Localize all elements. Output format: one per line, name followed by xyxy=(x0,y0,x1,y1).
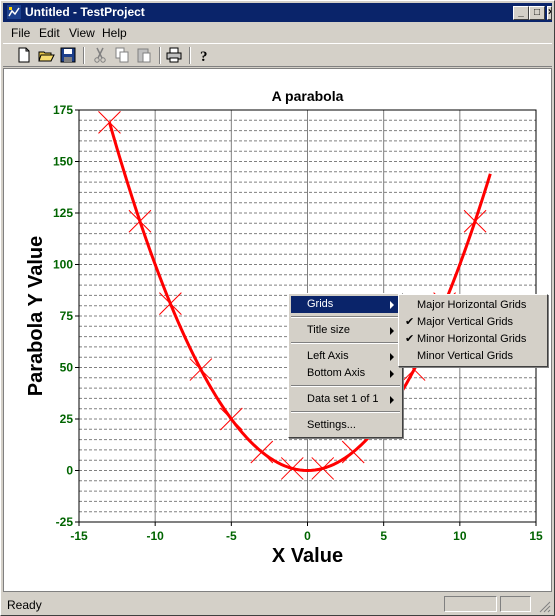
y-tick-label: 175 xyxy=(53,103,73,117)
grids-submenu: Major Horizontal Grids ✔ Major Vertical … xyxy=(398,294,548,367)
y-axis-label: Parabola Y Value xyxy=(25,236,47,396)
menu-item-grids-label: Grids xyxy=(307,298,334,310)
toolbar: ? xyxy=(3,43,552,67)
context-menu: Grids Title size Left Axis Bottom Axis D… xyxy=(288,293,403,438)
submenu-item-minor-horizontal-grids[interactable]: ✔ Minor Horizontal Grids xyxy=(401,331,545,348)
data-point-marker xyxy=(341,440,365,464)
copy-icon[interactable] xyxy=(113,46,131,64)
data-point-marker xyxy=(250,440,274,464)
menu-separator xyxy=(291,316,400,318)
status-panel xyxy=(500,596,531,612)
chart-title: A parabola xyxy=(272,88,344,104)
paste-icon[interactable] xyxy=(135,46,153,64)
minimize-button[interactable]: _ xyxy=(513,6,529,20)
window-title: Untitled - TestProject xyxy=(25,5,145,19)
menu-edit[interactable]: Edit xyxy=(39,26,60,40)
menu-view[interactable]: View xyxy=(69,26,95,40)
y-tick-label: 0 xyxy=(66,464,73,478)
minor-horizontal-grids-label: Minor Horizontal Grids xyxy=(417,333,527,345)
data-point-marker xyxy=(463,209,487,233)
major-vertical-grids-label: Major Vertical Grids xyxy=(417,316,513,328)
toolbar-separator xyxy=(159,47,161,64)
data-point-marker xyxy=(128,209,152,233)
y-tick-label: 50 xyxy=(60,361,74,375)
status-panel xyxy=(444,596,497,612)
x-tick-label: -15 xyxy=(70,529,88,543)
resize-grip-icon[interactable] xyxy=(539,601,551,613)
x-tick-label: -5 xyxy=(226,529,237,543)
chart-area[interactable]: -25 0 25 50 75 100 125 150 175 -15 -10 -5 0 5 10 15 A pa… xyxy=(3,68,552,592)
toolbar-separator xyxy=(83,47,85,64)
submenu-item-major-vertical-grids[interactable]: ✔ Major Vertical Grids xyxy=(401,314,545,331)
check-icon: ✔ xyxy=(405,316,415,328)
maximize-button[interactable]: □ xyxy=(529,6,545,20)
x-tick-label: 5 xyxy=(380,529,387,543)
status-bar: Ready xyxy=(3,595,552,614)
x-tick-label: 15 xyxy=(529,529,543,543)
menu-item-settings[interactable]: Settings... xyxy=(291,417,400,434)
title-bar[interactable]: Untitled - TestProject _ □ × xyxy=(3,3,552,22)
x-axis-label: X Value xyxy=(272,545,343,567)
y-tick-label: 75 xyxy=(60,309,74,323)
menu-item-title-size[interactable]: Title size xyxy=(291,322,400,339)
major-horizontal-grids-label: Major Horizontal Grids xyxy=(417,299,527,311)
submenu-item-major-horizontal-grids[interactable]: Major Horizontal Grids xyxy=(401,297,545,314)
x-tick-label: 10 xyxy=(453,529,467,543)
menu-separator xyxy=(291,385,400,387)
y-tick-label: 25 xyxy=(60,412,74,426)
menu-item-title-size-label: Title size xyxy=(307,324,350,336)
menu-item-bottom-axis-label: Bottom Axis xyxy=(307,367,366,379)
status-text: Ready xyxy=(7,598,42,612)
submenu-item-minor-vertical-grids[interactable]: Minor Vertical Grids xyxy=(401,348,545,365)
submenu-arrow-icon xyxy=(390,301,394,309)
print-icon[interactable] xyxy=(165,46,183,64)
menu-item-bottom-axis[interactable]: Bottom Axis xyxy=(291,365,400,382)
menu-file[interactable]: File xyxy=(11,26,31,40)
menu-bar: File Edit View Help xyxy=(3,24,552,42)
new-icon[interactable] xyxy=(15,46,33,64)
x-tick-label: 0 xyxy=(304,529,311,543)
help-icon[interactable]: ? xyxy=(195,46,213,64)
submenu-arrow-icon xyxy=(390,396,394,404)
save-icon[interactable] xyxy=(59,46,77,64)
app-icon xyxy=(7,5,21,19)
y-tick-label: 100 xyxy=(53,258,73,272)
data-point-marker xyxy=(311,457,335,480)
menu-separator xyxy=(291,342,400,344)
submenu-arrow-icon xyxy=(390,327,394,335)
menu-item-data-set-label: Data set 1 of 1 xyxy=(307,393,379,405)
menu-item-settings-label: Settings... xyxy=(307,419,356,431)
data-point-marker xyxy=(280,457,304,480)
menu-separator xyxy=(291,411,400,413)
x-tick-label: -10 xyxy=(146,529,164,543)
submenu-arrow-icon xyxy=(390,370,394,378)
submenu-arrow-icon xyxy=(390,353,394,361)
toolbar-separator xyxy=(189,47,191,64)
open-icon[interactable] xyxy=(37,46,55,64)
y-tick-label: -25 xyxy=(56,515,74,529)
y-tick-label: 125 xyxy=(53,206,73,220)
data-point-marker xyxy=(98,111,121,134)
menu-item-left-axis-label: Left Axis xyxy=(307,350,349,362)
menu-item-grids[interactable]: Grids xyxy=(291,296,400,313)
svg-text:?: ? xyxy=(200,49,208,64)
close-button[interactable]: × xyxy=(547,6,552,20)
data-point-marker xyxy=(219,407,243,431)
menu-item-data-set[interactable]: Data set 1 of 1 xyxy=(291,391,400,408)
menu-item-left-axis[interactable]: Left Axis xyxy=(291,348,400,365)
minor-vertical-grids-label: Minor Vertical Grids xyxy=(417,350,513,362)
data-point-marker xyxy=(159,292,182,315)
data-point-marker xyxy=(189,358,213,381)
check-icon: ✔ xyxy=(405,333,415,345)
cut-icon[interactable] xyxy=(91,46,109,64)
y-tick-label: 150 xyxy=(53,155,73,169)
menu-help[interactable]: Help xyxy=(102,26,127,40)
